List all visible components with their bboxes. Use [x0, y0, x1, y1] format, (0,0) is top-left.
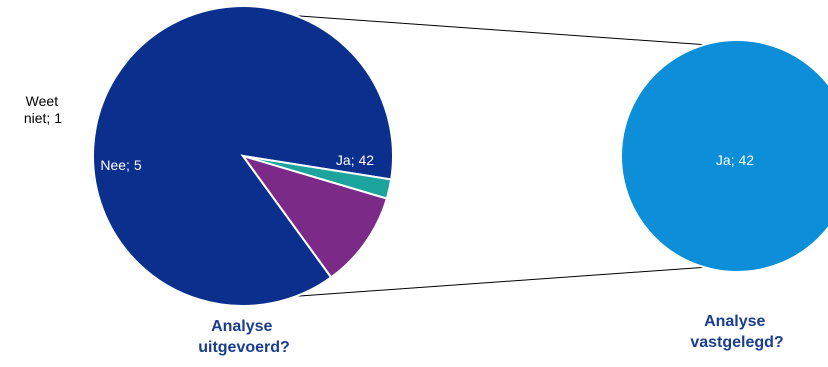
secondary-pie	[620, 39, 828, 273]
main-pie-slice-nee	[240, 154, 389, 279]
secondary-pie-label-ja: Ja; 42	[716, 152, 754, 168]
main-pie-label-nee: Nee; 5	[100, 157, 141, 173]
main-pie	[92, 5, 394, 307]
main-pie-caption: Analyse uitgevoerd?	[198, 318, 290, 356]
weet-niet-label-line-2: niet; 1	[24, 110, 62, 126]
secondary-caption-line-1: Analyse	[704, 313, 765, 330]
main-caption-line-2: uitgevoerd?	[198, 339, 290, 356]
main-caption-line-1: Analyse	[211, 318, 272, 335]
weet-niet-label-line-1: Weet	[26, 93, 59, 109]
secondary-caption-line-2: vastgelegd?	[690, 334, 783, 351]
main-pie-label-weet-niet: Weet niet; 1	[24, 93, 62, 126]
secondary-pie-caption: Analyse vastgelegd?	[690, 313, 783, 351]
main-pie-label-ja: Ja; 42	[336, 152, 374, 168]
connector-line-bottom	[242, 264, 738, 301]
secondary-pie-slice-ja	[620, 39, 828, 273]
connector-line-top	[242, 11, 738, 48]
